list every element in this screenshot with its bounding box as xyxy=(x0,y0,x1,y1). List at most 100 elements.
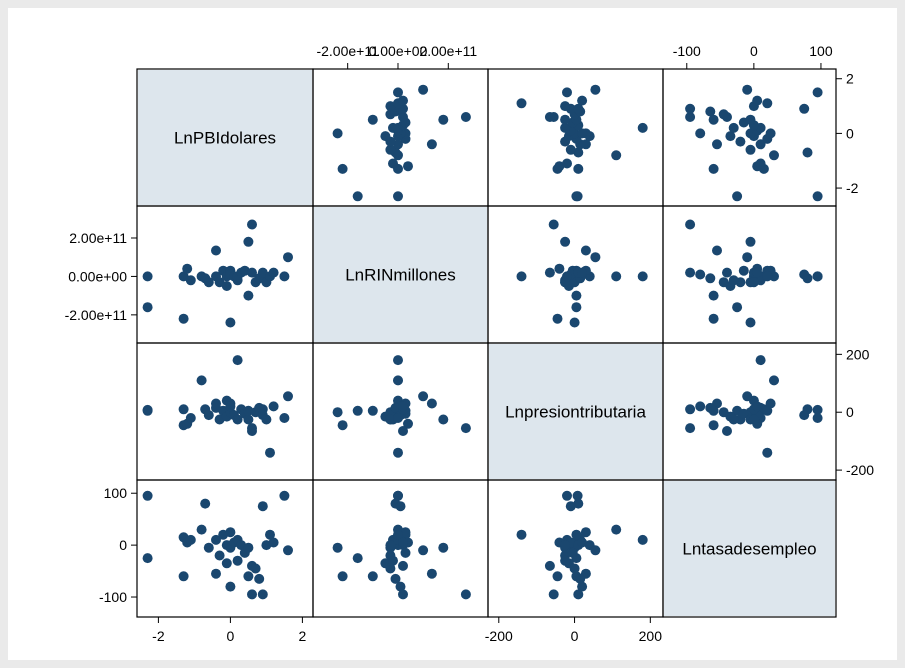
point-r3-c4-obs35 xyxy=(812,413,823,423)
point-r4-c3-obs8 xyxy=(573,498,584,509)
point-r2-c1-obs16 xyxy=(225,317,236,328)
point-r3-c1-obs34 xyxy=(268,401,279,412)
point-r2-c3-obs21 xyxy=(637,271,648,282)
point-r3-c2-obs7 xyxy=(393,375,403,386)
point-r2-c4-obs36 xyxy=(742,252,753,263)
point-r3-c4-obs23 xyxy=(738,408,749,419)
point-r4-c3-obs23 xyxy=(567,547,578,558)
point-r4-c2-obs36 xyxy=(418,545,429,556)
point-r1-c4-obs29 xyxy=(705,106,716,117)
point-r3-c1-obs24 xyxy=(243,414,254,425)
point-r3-c1-obs18 xyxy=(225,401,236,412)
point-r1-c3-obs31 xyxy=(573,103,584,114)
point-r1-c2-obs1 xyxy=(352,191,363,202)
tick-label-LnRINmillones-top: 2.00e+11 xyxy=(419,43,477,59)
point-r3-c2-obs27 xyxy=(460,423,471,434)
point-r4-c3-obs7 xyxy=(611,524,622,535)
tick-label-Lnpresiontributaria-right: 200 xyxy=(846,346,870,362)
point-r2-c1-obs11 xyxy=(211,245,221,256)
point-r1-c4-obs28 xyxy=(718,109,729,120)
point-r4-c1-obs29 xyxy=(254,573,265,584)
point-r1-c3-obs4 xyxy=(573,163,584,174)
tick-label-Lntasadesempleo-top: -100 xyxy=(673,43,701,59)
scatter-cell-4-1 xyxy=(136,479,314,618)
point-r2-c1-obs27 xyxy=(247,219,257,230)
point-r1-c2-obs3 xyxy=(337,163,348,174)
point-r2-c1-obs35 xyxy=(279,271,290,282)
scatter-cell-2-3 xyxy=(487,205,664,344)
point-r3-c1-obs2 xyxy=(142,404,153,415)
point-r2-c1-obs36 xyxy=(283,252,293,263)
point-r4-c3-obs21 xyxy=(637,534,648,545)
point-r1-c4-obs8 xyxy=(802,147,813,158)
point-r4-c2-obs18 xyxy=(395,581,406,592)
point-r2-c4-obs25 xyxy=(708,290,719,301)
point-r2-c1-obs3 xyxy=(178,313,189,324)
point-r4-c1-obs3 xyxy=(178,571,189,582)
point-r4-c3-obs32 xyxy=(560,540,571,551)
diagonal-fill xyxy=(138,70,312,205)
point-r1-c4-obs30 xyxy=(799,103,810,114)
point-r2-c4-obs24 xyxy=(745,236,756,247)
point-r2-c3-obs36 xyxy=(590,252,601,263)
point-r1-c3-obs35 xyxy=(562,87,572,98)
diagonal-cell-Lnpresiontributaria: Lnpresiontributaria xyxy=(487,342,664,481)
point-r1-c3-obs5 xyxy=(554,161,565,172)
point-r3-c1-obs33 xyxy=(265,447,275,458)
point-r1-c4-obs9 xyxy=(745,144,756,155)
point-r4-c3-obs31 xyxy=(573,589,584,600)
scatter-cell-3-1 xyxy=(136,342,314,481)
point-r1-c2-obs11 xyxy=(426,139,437,150)
scatter-cell-2-4 xyxy=(662,205,837,344)
point-r2-c1-obs2 xyxy=(142,271,153,282)
point-r4-c3-obs18 xyxy=(577,581,588,592)
point-r1-c3-obs21 xyxy=(637,122,648,133)
point-r2-c3-obs3 xyxy=(552,313,563,324)
point-r1-c3-obs34 xyxy=(577,95,588,106)
point-r1-c3-obs18 xyxy=(577,128,588,139)
point-r2-c3-obs35 xyxy=(562,271,572,282)
diagonal-cell-Lntasadesempleo: Lntasadesempleo xyxy=(662,479,837,618)
variable-label-LnPBIdolares: LnPBIdolares xyxy=(174,129,276,148)
point-r1-c2-obs5 xyxy=(403,161,413,172)
point-r4-c3-obs35 xyxy=(562,490,572,501)
point-r1-c2-obs24 xyxy=(438,114,449,125)
scatter-cell-4-2 xyxy=(312,479,489,618)
point-r3-c2-obs35 xyxy=(393,413,403,423)
point-r4-c1-obs20 xyxy=(232,555,243,566)
point-r2-c4-obs35 xyxy=(812,271,823,282)
cell-frame xyxy=(662,479,837,618)
point-r3-c2-obs3 xyxy=(337,420,348,431)
point-r2-c4-obs3 xyxy=(708,313,719,324)
point-r1-c4-obs7 xyxy=(769,150,779,161)
point-r4-c1-obs11 xyxy=(211,568,221,579)
point-r1-c2-obs35 xyxy=(393,87,403,98)
point-r3-c2-obs33 xyxy=(393,447,403,458)
point-r4-c1-obs36 xyxy=(283,545,293,556)
point-r4-c2-obs16 xyxy=(332,542,343,553)
point-r1-c2-obs9 xyxy=(385,144,396,155)
point-r3-c2-obs34 xyxy=(398,401,408,412)
point-r3-c4-obs36 xyxy=(742,391,753,402)
point-r3-c1-obs36 xyxy=(283,391,293,402)
point-r4-c3-obs30 xyxy=(565,501,576,512)
point-r2-c1-obs24 xyxy=(243,236,254,247)
point-r1-c4-obs25 xyxy=(708,114,719,125)
point-r1-c2-obs10 xyxy=(393,139,403,150)
point-r3-c1-obs7 xyxy=(196,375,207,386)
point-r1-c2-obs34 xyxy=(398,95,408,106)
point-r3-c2-obs24 xyxy=(438,414,449,425)
tick-label-Lnpresiontributaria-bottom: -200 xyxy=(485,628,513,644)
point-r3-c2-obs26 xyxy=(398,426,408,436)
point-r1-c4-obs27 xyxy=(685,112,696,122)
point-r2-c3-obs7 xyxy=(611,271,622,282)
point-r1-c2-obs16 xyxy=(332,128,343,139)
point-r1-c3-obs27 xyxy=(548,112,559,122)
point-r3-c4-obs30 xyxy=(799,410,810,421)
point-r2-c4-obs20 xyxy=(728,275,739,286)
point-r4-c3-obs2 xyxy=(572,490,583,501)
point-r4-c1-obs25 xyxy=(243,571,254,582)
point-r2-c3-obs25 xyxy=(571,290,582,301)
point-r2-c3-obs24 xyxy=(560,236,571,247)
